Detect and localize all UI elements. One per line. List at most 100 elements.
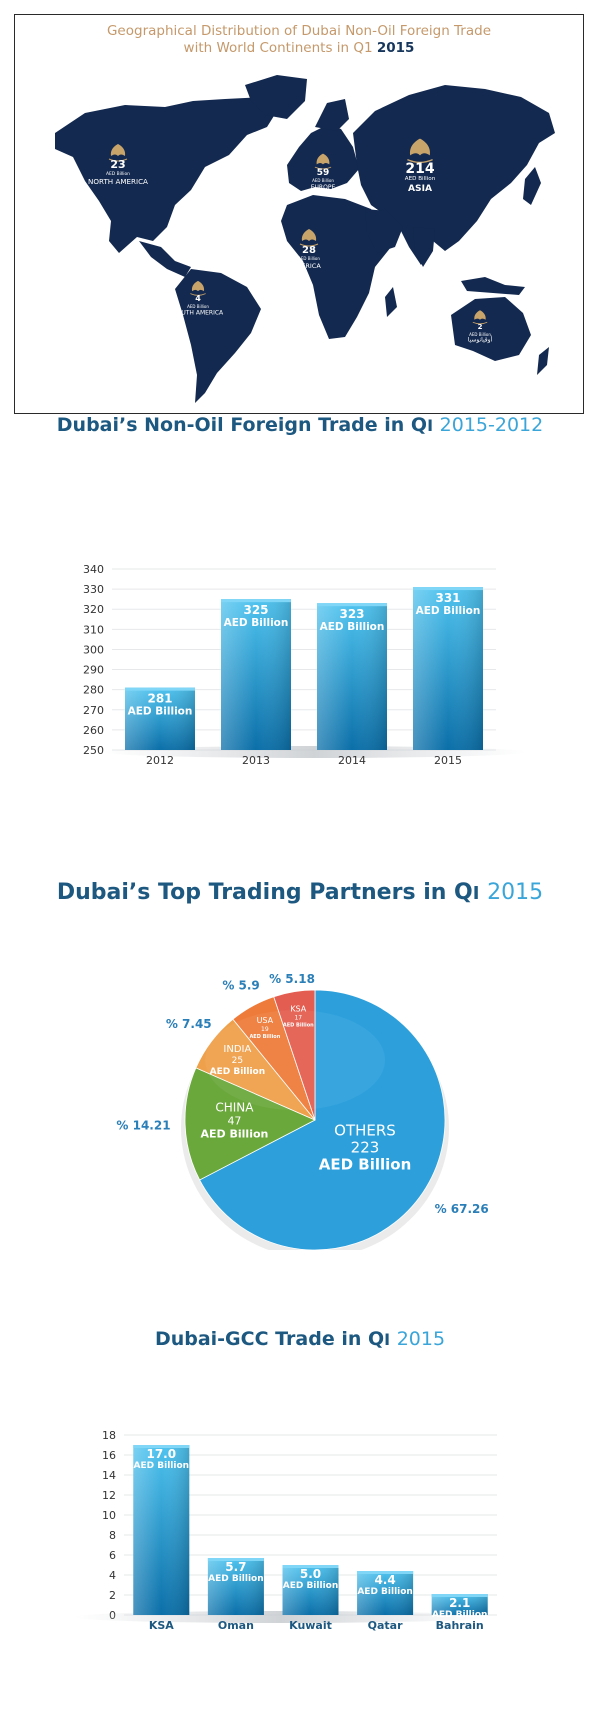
y-tick-label: 250: [83, 744, 104, 757]
x-tick-label: Qatar: [368, 1619, 403, 1632]
bar-unit-label: AED Billion: [128, 706, 193, 718]
bar-cap: [357, 1571, 414, 1574]
map-region-name: SOUTH AMERICA: [173, 309, 224, 316]
bar-unit-label: AED Billion: [320, 621, 385, 633]
bar-unit-label: AED Billion: [224, 617, 289, 629]
map-region-value: 4: [195, 294, 201, 303]
y-tick-label: 8: [109, 1529, 116, 1542]
asia-shape: [353, 85, 555, 265]
map-region-unit: AED Billion: [312, 178, 334, 183]
pie-slice-value: 17: [294, 1014, 302, 1021]
pie-percent-label: % 14.21: [116, 1119, 170, 1133]
bar-shine: [282, 1565, 339, 1615]
falcon-emblem-icon: [407, 138, 433, 164]
y-tick-label: 6: [109, 1549, 116, 1562]
bar-value-label: 2.1: [449, 1596, 470, 1610]
indonesia-shape: [461, 277, 525, 295]
bar-unit-label: AED Billion: [357, 1587, 413, 1597]
pie-slice-value: 25: [232, 1056, 243, 1066]
y-tick-label: 290: [83, 664, 104, 677]
y-tick-label: 4: [109, 1569, 116, 1582]
x-tick-label: Kuwait: [289, 1619, 332, 1632]
japan-shape: [523, 167, 541, 205]
bar-shine: [431, 1594, 488, 1615]
map-region-unit: AED Billion: [469, 332, 491, 337]
pie-percent-label: % 5.18: [269, 972, 315, 986]
section4-title-text: Dubai-GCC Trade in Q: [154, 1328, 385, 1350]
y-tick-label: 2: [109, 1589, 116, 1602]
pie-gloss: [205, 1010, 385, 1110]
greenland-shape: [245, 75, 307, 119]
map-region-unit: AED Billion: [187, 304, 209, 309]
pie-percent-label: % 5.9: [222, 979, 259, 993]
map-region-name: ASIA: [408, 184, 432, 194]
pie-slice-name: OTHERS: [334, 1121, 396, 1139]
north-america-shape: [55, 97, 277, 253]
section3-title-text: Dubai’s Top Trading Partners in Q: [56, 880, 473, 905]
y-tick-label: 16: [102, 1449, 116, 1462]
y-tick-label: 320: [83, 603, 104, 616]
map-region-unit: AED Billion: [106, 171, 130, 177]
pie-slice-name: CHINA: [215, 1101, 254, 1115]
arabia-shape: [365, 209, 403, 253]
map-region-value: 59: [317, 168, 330, 178]
bar-unit-label: AED Billion: [208, 1574, 264, 1584]
bar-shine: [221, 599, 291, 750]
map-region-unit: AED Billion: [298, 256, 320, 261]
y-tick-label: 300: [83, 643, 104, 656]
map-region-name: NORTH AMERICA: [88, 177, 148, 186]
y-tick-label: 340: [83, 563, 104, 576]
section2-title-q: I: [427, 416, 434, 435]
y-tick-label: 12: [102, 1489, 116, 1502]
pie-slice-name: INDIA: [223, 1044, 251, 1055]
map-region-unit: AED Billion: [405, 176, 436, 182]
bar-cap: [317, 603, 387, 607]
section4-title-year: 2015: [396, 1328, 446, 1350]
map-title-line2: with World Continents in Q1: [183, 40, 373, 56]
pie-slice-unit: AED Billion: [210, 1067, 266, 1077]
map-title: Geographical Distribution of Dubai Non-O…: [15, 23, 583, 57]
bar-value-label: 5.7: [225, 1560, 246, 1574]
x-tick-label: 2015: [434, 754, 462, 767]
bar-cap: [133, 1445, 190, 1448]
pie-percent-label: % 67.26: [435, 1202, 489, 1216]
x-tick-label: Oman: [218, 1619, 254, 1632]
section3-title-year: 2015: [487, 880, 544, 905]
falcon-emblem-icon: [472, 310, 488, 325]
pie-slice-unit: AED Billion: [283, 1022, 314, 1028]
bar-value-label: 331: [435, 591, 460, 605]
section2-title-text: Dubai’s Non-Oil Foreign Trade in Q: [56, 414, 428, 436]
pie-wedge: [199, 989, 446, 1250]
y-tick-label: 18: [102, 1429, 116, 1442]
map-region-value: 23: [110, 158, 125, 171]
bar-value-label: 281: [147, 692, 172, 706]
bar-unit-label: AED Billion: [134, 1461, 190, 1471]
y-tick-label: 10: [102, 1509, 116, 1522]
section3-title: Dubai’s Top Trading Partners in QI 2015: [0, 880, 600, 905]
pie-wedge: [273, 989, 316, 1121]
y-tick-label: 330: [83, 583, 104, 596]
pie-slice-name: USA: [257, 1016, 274, 1025]
falcon-emblem-icon: [190, 280, 206, 296]
madagascar-shape: [385, 287, 397, 317]
bar-cap: [282, 1565, 339, 1568]
bar-cap: [431, 1594, 488, 1597]
map-region-name: AFRICA: [297, 262, 321, 270]
bar-shine: [357, 1571, 414, 1615]
section3-title-q: I: [472, 883, 480, 904]
pie-slice-unit: AED Billion: [201, 1128, 269, 1141]
map-region-value: 28: [302, 245, 316, 256]
map-region-name: أوقيانوسيا: [468, 336, 493, 344]
